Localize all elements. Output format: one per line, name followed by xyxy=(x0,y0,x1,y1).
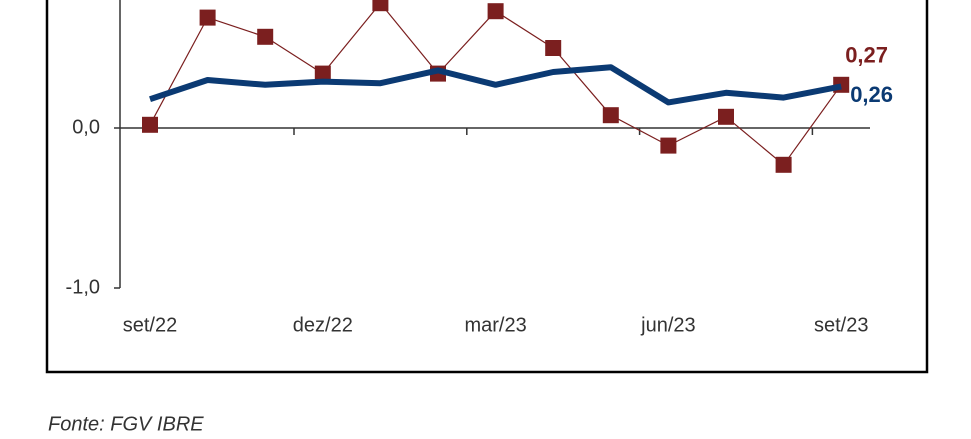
source-note: Fonte: FGV IBRE xyxy=(48,413,204,435)
point-marker xyxy=(257,28,274,45)
point-marker xyxy=(602,107,619,124)
point-marker xyxy=(545,40,562,56)
data-label: 0,26 xyxy=(850,82,893,107)
point-marker xyxy=(142,116,158,133)
point-marker xyxy=(314,65,331,82)
x-tick-label: mar/23 xyxy=(464,314,526,336)
point-marker xyxy=(487,3,504,20)
y-tick-label: 0,0 xyxy=(72,116,100,138)
data-label: 0,27 xyxy=(845,43,888,68)
series-line xyxy=(149,64,842,106)
y-tick-label: -1,0 xyxy=(66,276,100,298)
x-tick-label: dez/22 xyxy=(293,314,353,336)
chart-frame xyxy=(45,0,929,374)
point-marker xyxy=(199,9,216,26)
x-tick-label: set/22 xyxy=(123,314,177,336)
point-marker xyxy=(718,108,734,125)
point-marker xyxy=(660,137,677,154)
point-marker xyxy=(775,156,792,173)
x-tick-label: set/23 xyxy=(814,314,868,336)
x-tick-label: jun/23 xyxy=(640,314,696,336)
point-marker xyxy=(372,0,389,12)
